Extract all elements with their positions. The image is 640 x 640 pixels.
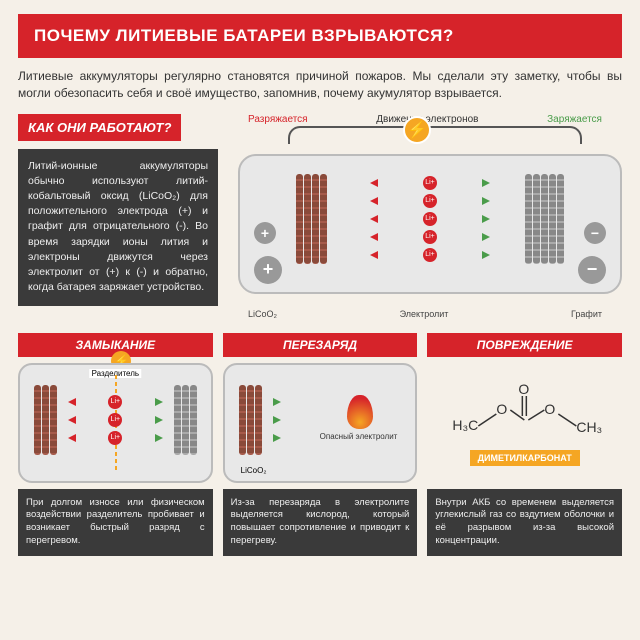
battery-body: + − + − Li+ Li+ Li+ Li+ Li+ bbox=[238, 154, 622, 294]
battery-diagram: Разряжается Движение электронов Заряжает… bbox=[228, 114, 622, 319]
graphite-caption: Графит bbox=[571, 309, 602, 319]
minus-terminal-icon: − bbox=[578, 256, 606, 284]
discharge-label: Разряжается bbox=[248, 114, 308, 125]
lightning-icon: ⚡ bbox=[403, 116, 431, 144]
cause-title-damage: ПОВРЕЖДЕНИЕ bbox=[427, 333, 622, 357]
chem-h3c: H₃C bbox=[453, 417, 479, 433]
how-works-text: Литий-ионные аккумуляторы обычно использ… bbox=[18, 149, 218, 306]
svg-text:O: O bbox=[519, 381, 530, 397]
svg-text:O: O bbox=[545, 401, 556, 417]
danger-electrolyte-label: Опасный электролит bbox=[320, 433, 398, 442]
flame-icon bbox=[347, 395, 373, 429]
cause-desc-overcharge: Из-за перезаряда в электролите выделяетс… bbox=[223, 489, 418, 556]
chem-ch3: CH₃ bbox=[577, 419, 603, 435]
chemical-structure: H₃C O O O CH₃ ДИМЕТИЛКАРБОНАТ bbox=[427, 363, 622, 483]
plus-terminal-icon: + bbox=[254, 256, 282, 284]
anode-graphite bbox=[525, 174, 564, 264]
chem-name-badge: ДИМЕТИЛКАРБОНАТ bbox=[470, 450, 580, 466]
main-title: ПОЧЕМУ ЛИТИЕВЫЕ БАТАРЕИ ВЗРЫВАЮТСЯ? bbox=[18, 14, 622, 58]
svg-text:O: O bbox=[497, 401, 508, 417]
cause-desc-damage: Внутри АКБ со временем выделяется углеки… bbox=[427, 489, 622, 556]
cause-title-overcharge: ПЕРЕЗАРЯД bbox=[223, 333, 418, 357]
wire-icon bbox=[288, 126, 582, 144]
electrolyte-region: Li+ Li+ Li+ Li+ Li+ bbox=[370, 174, 490, 264]
cause-desc-short: При долгом износе или физическом воздейс… bbox=[18, 489, 213, 556]
charge-label: Заряжается bbox=[547, 114, 602, 125]
short-circuit-diagram: Разделитель Li+ Li+ Li+ bbox=[18, 363, 213, 483]
licoo2-mini-label: LiCoO₂ bbox=[241, 466, 267, 475]
how-works-title: КАК ОНИ РАБОТАЮТ? bbox=[18, 114, 181, 141]
plus-terminal-icon: + bbox=[254, 222, 276, 244]
cathode-licoo2 bbox=[296, 174, 327, 264]
overcharge-diagram: Опасный электролит LiCoO₂ bbox=[223, 363, 418, 483]
minus-terminal-icon: − bbox=[584, 222, 606, 244]
electrolyte-caption: Электролит bbox=[400, 309, 449, 319]
licoo2-caption: LiCoO₂ bbox=[248, 309, 277, 319]
intro-text: Литиевые аккумуляторы регулярно становят… bbox=[18, 68, 622, 102]
